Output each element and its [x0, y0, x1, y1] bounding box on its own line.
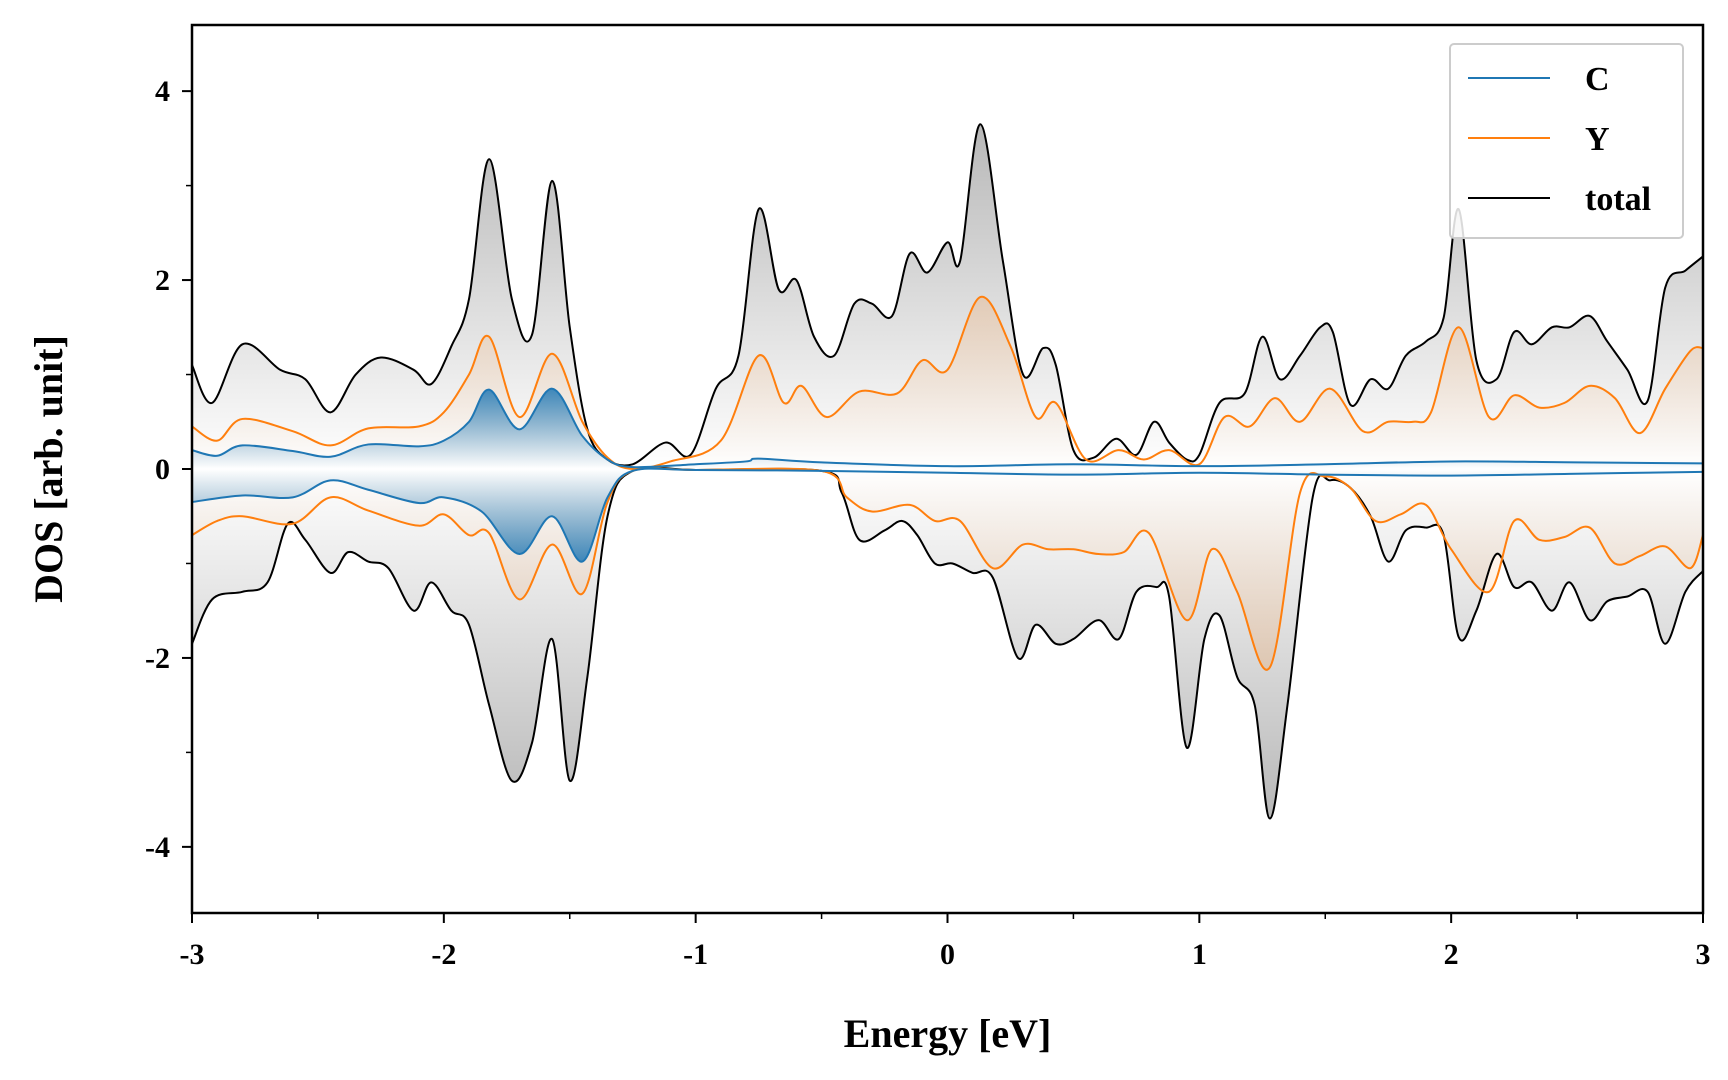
x-tick-label: 1 — [1192, 938, 1207, 971]
legend-label-total: total — [1585, 181, 1651, 218]
x-tick-label: 2 — [1444, 938, 1459, 971]
fill-c-down — [192, 468, 1703, 562]
line-total-down — [191, 466, 1704, 820]
legend-label-c: C — [1585, 61, 1610, 98]
x-tick-label: -1 — [683, 938, 708, 971]
y-tick-label: 0 — [155, 453, 170, 486]
y-tick-label: 4 — [155, 75, 170, 108]
line-layer — [191, 123, 1704, 820]
y-tick-label: -2 — [145, 642, 170, 675]
x-tick-label: 3 — [1696, 938, 1711, 971]
fill-c-up — [192, 388, 1703, 469]
legend-label-y: Y — [1585, 121, 1610, 158]
line-y-up — [191, 296, 1704, 471]
axes: -3 -2 -1 0 1 2 3 -4 -2 0 2 4 — [145, 23, 1711, 971]
x-axis-label: Energy [eV] — [844, 1011, 1052, 1056]
fill-layer — [192, 124, 1703, 819]
x-tick-label: -3 — [180, 938, 205, 971]
line-c-up — [191, 387, 1704, 469]
x-tick-label: -2 — [431, 938, 456, 971]
fill-total-up — [192, 124, 1703, 469]
line-c-down — [191, 467, 1704, 563]
legend-box — [1449, 43, 1684, 239]
line-y-down — [191, 467, 1704, 671]
y-axis-label: DOS [arb. unit] — [26, 335, 71, 603]
y-tick-label: 2 — [155, 264, 170, 297]
y-tick-label: -4 — [145, 831, 170, 864]
x-tick-label: 0 — [940, 938, 955, 971]
